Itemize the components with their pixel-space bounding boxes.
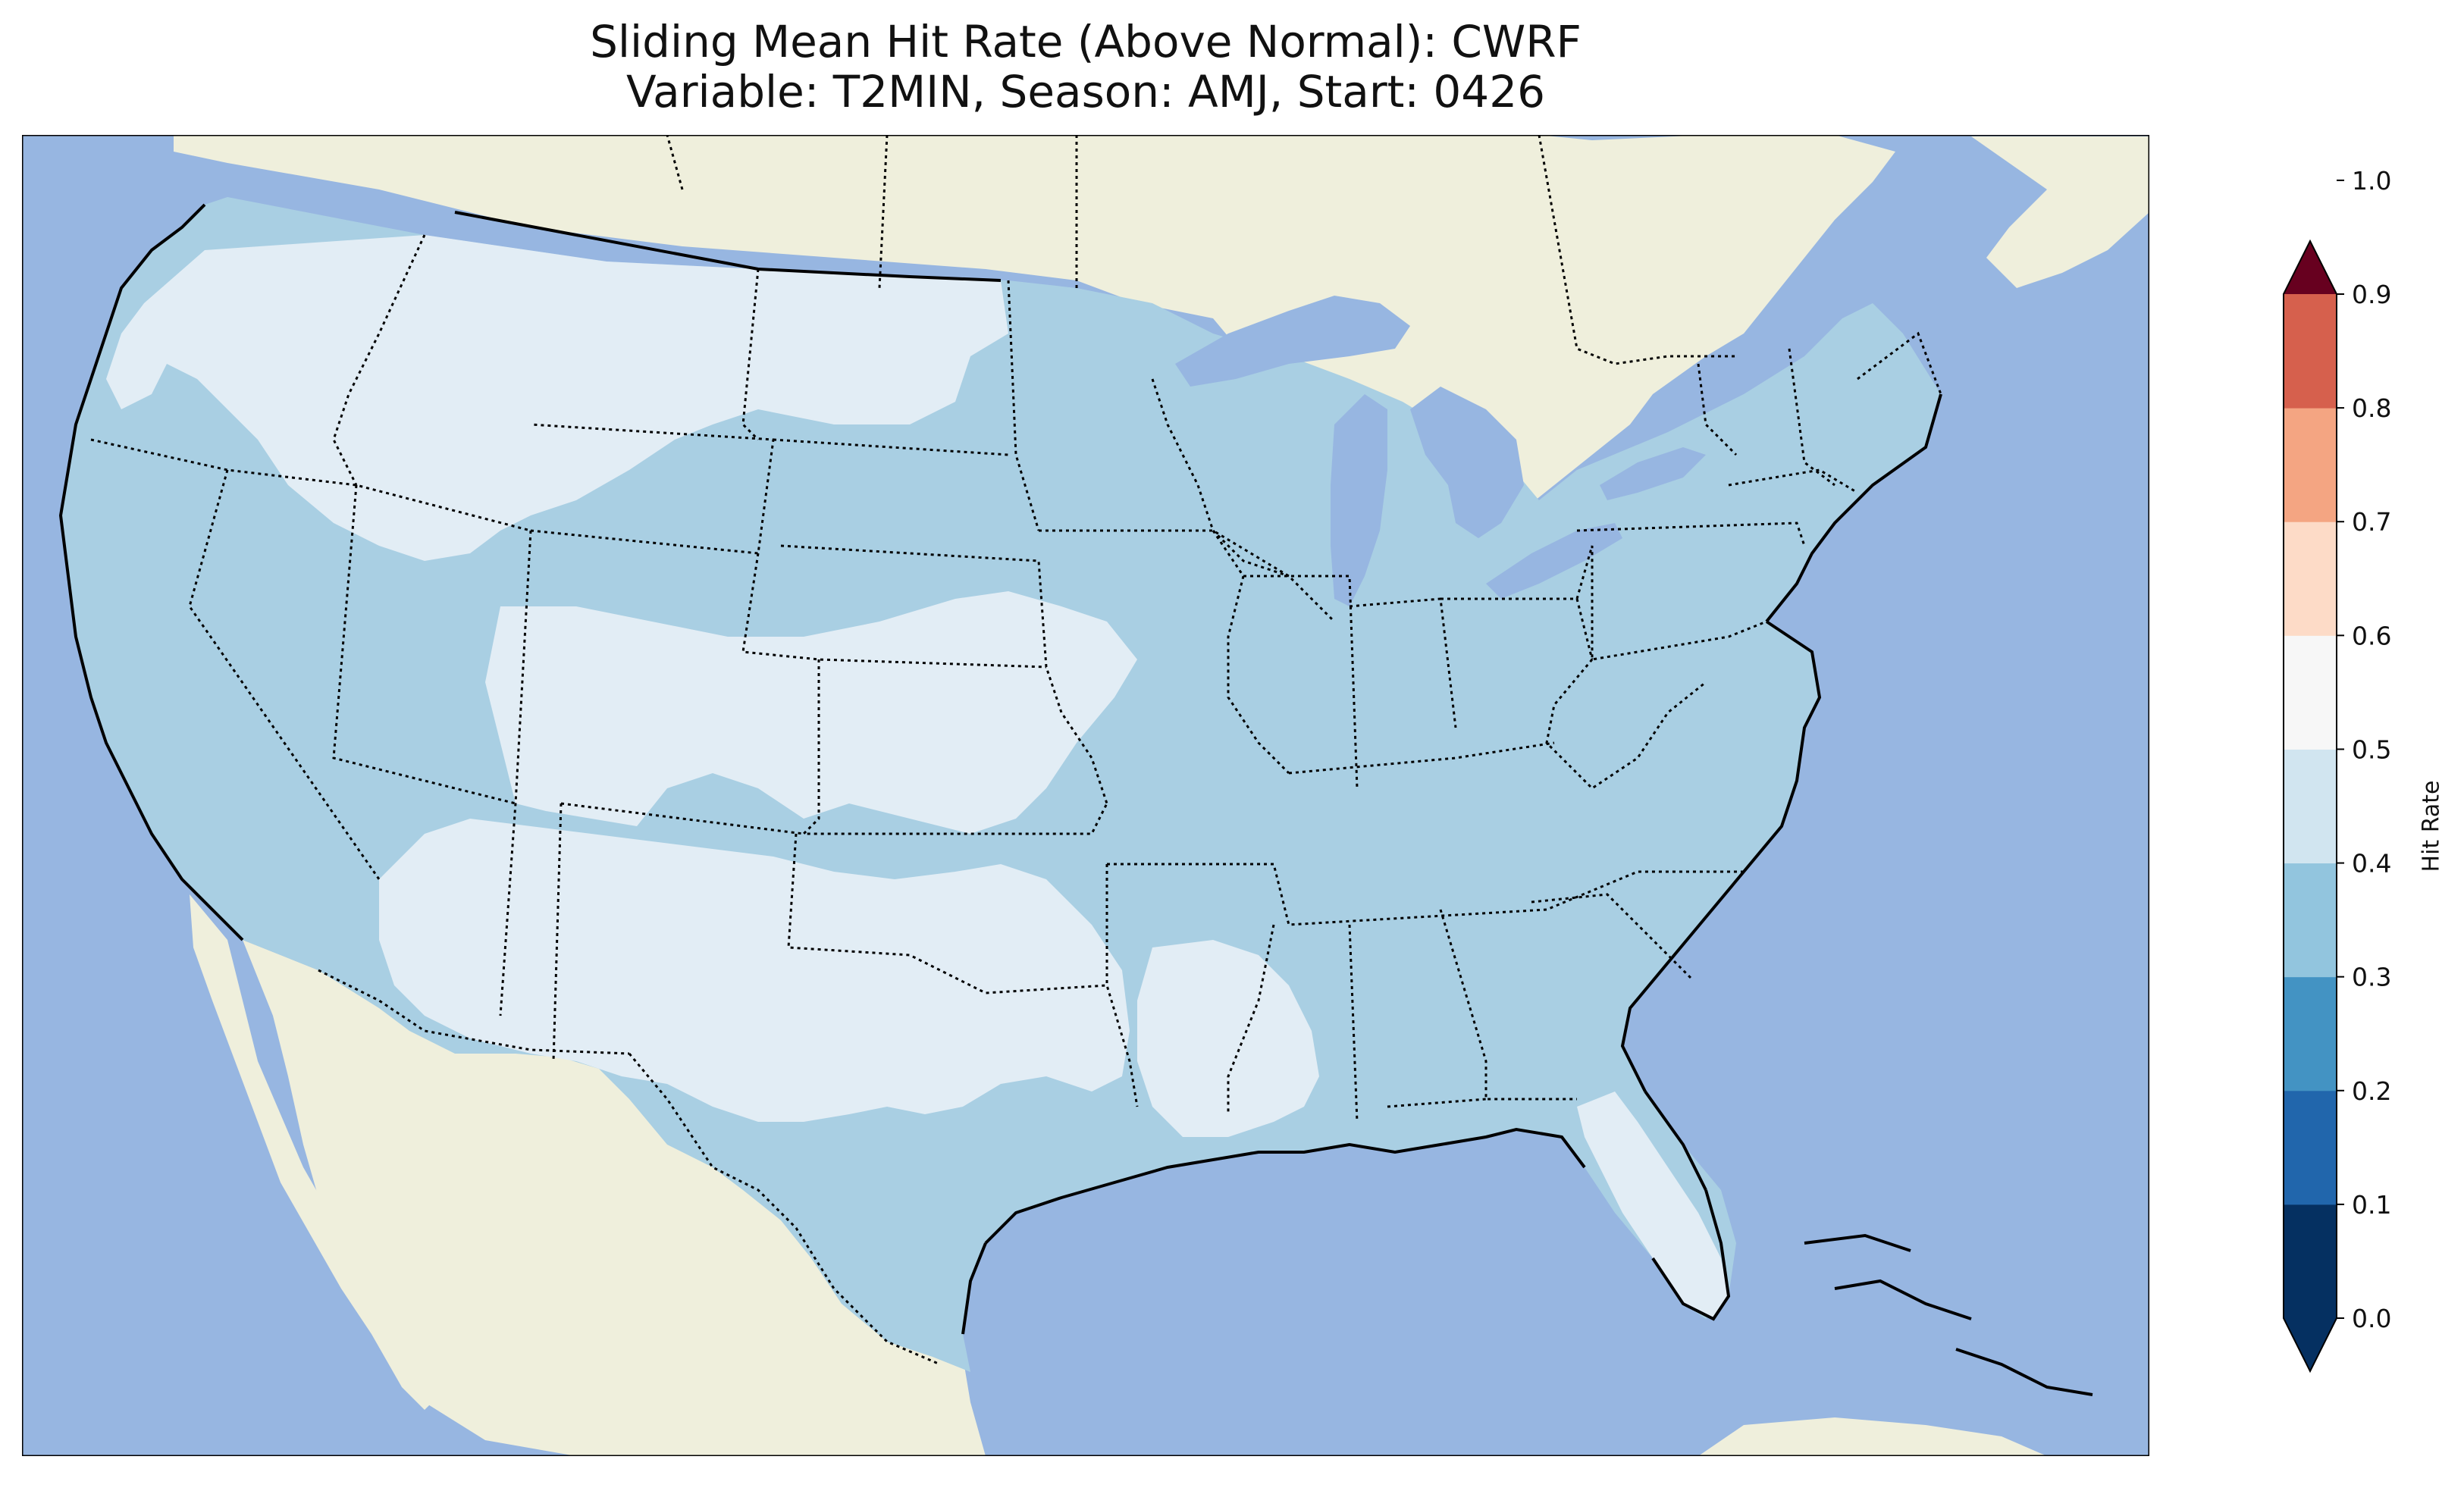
cuba-landmass (1698, 1417, 2047, 1456)
lake-ontario (1600, 447, 1706, 500)
colorbar-bin (2284, 635, 2337, 750)
maritime-landmass (1971, 136, 2149, 288)
colorbar-bin (2284, 749, 2337, 864)
coastlines (58, 203, 2093, 1396)
map-title: Sliding Mean Hit Rate (Above Normal): CW… (22, 17, 2149, 117)
hit-rate-0.4-0.5-florida (1577, 1092, 1729, 1319)
lake-erie (1486, 523, 1622, 599)
colorbar-extend-max (2284, 241, 2337, 294)
colorbar-tick-label: 0.1 (2352, 1190, 2391, 1220)
colorbar-bin (2284, 863, 2337, 978)
hit-rate-0.4-0.5-central (485, 591, 1137, 834)
colorbar-bin (2284, 294, 2337, 409)
colorbar-bin (2284, 408, 2337, 522)
state-boundaries (90, 234, 1858, 1123)
mexico-landmass (243, 940, 986, 1456)
colorbar-tick-label: 0.3 (2352, 963, 2391, 992)
colorbar-tick-label: 1.0 (2352, 166, 2391, 196)
colorbar-tick-label: 0.8 (2352, 393, 2391, 423)
colorbar-bin (2284, 1204, 2337, 1319)
colorbar: 0.0 0.1 0.2 0.3 0.4 0.5 0.6 0.7 0.8 0.9 1.0 (2283, 166, 2391, 1373)
hit-rate-0.4-0.5-northwest (106, 235, 1008, 561)
map-area (22, 135, 2149, 1456)
colorbar-extend-min (2284, 1318, 2337, 1371)
colorbar-label: Hit Rate (2418, 780, 2445, 872)
colorbar-tick-label: 0.7 (2352, 507, 2391, 537)
colorbar-tick-label: 0.2 (2352, 1076, 2391, 1106)
colorbar-bin (2284, 1090, 2337, 1205)
colorbar-tick-label: 0.6 (2352, 621, 2391, 650)
baja-landmass (190, 894, 440, 1410)
lake-michigan (1331, 394, 1387, 606)
hit-rate-0.4-0.5-lower-mississippi (1137, 940, 1319, 1137)
lake-huron (1410, 387, 1524, 538)
colorbar-bin (2284, 976, 2337, 1092)
colorbar-tick-label: 0.5 (2352, 734, 2391, 764)
hit-rate-0.4-0.5-southwest (379, 819, 1130, 1122)
colorbar-tick-label: 0.9 (2352, 280, 2391, 309)
colorbar-tick-label: 0.4 (2352, 849, 2391, 879)
international-boundaries (318, 135, 1942, 1366)
title-line-2: Variable: T2MIN, Season: AMJ, Start: 042… (626, 66, 1545, 117)
title-line-1: Sliding Mean Hit Rate (Above Normal): CW… (590, 16, 1582, 67)
colorbar-tick-label: 0.0 (2352, 1304, 2391, 1333)
lake-superior (1175, 296, 1410, 387)
colorbar-bin (2284, 521, 2337, 636)
